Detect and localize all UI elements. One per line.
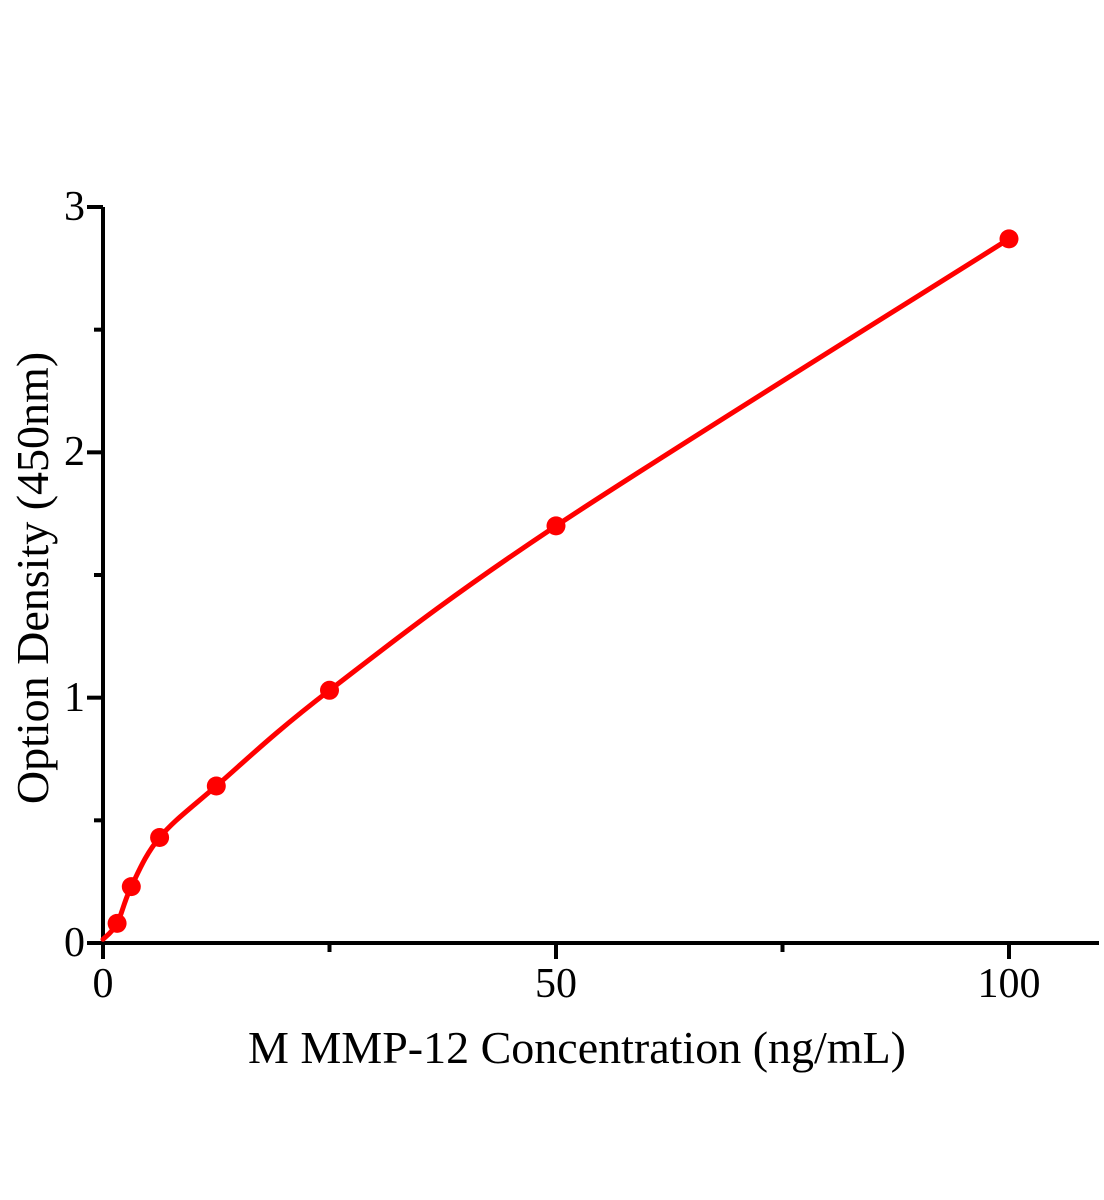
data-point-marker — [121, 877, 141, 897]
ticks-group — [87, 205, 1011, 959]
data-point-marker — [320, 680, 339, 700]
y-tick-label: 1 — [64, 675, 85, 721]
x-axis-title: M MMP-12 Concentration (ng/mL) — [248, 1022, 906, 1073]
axes-group — [101, 207, 1099, 945]
curve-group — [100, 236, 1012, 942]
data-point-marker — [150, 828, 170, 847]
x-tick-label: 100 — [977, 961, 1041, 1007]
y-axis-title: Option Density (450nm) — [7, 351, 58, 805]
data-point-marker — [107, 913, 127, 933]
x-tick-label: 50 — [535, 961, 577, 1007]
data-point-marker — [546, 516, 566, 536]
y-tick-label: 3 — [64, 184, 85, 230]
data-point-marker — [206, 776, 226, 796]
markers-group — [107, 229, 1019, 933]
y-tick-label: 0 — [64, 920, 85, 966]
standard-curve-line — [100, 236, 1012, 942]
data-point-marker — [999, 229, 1019, 249]
x-tick-label: 0 — [92, 961, 114, 1007]
y-tick-label: 2 — [64, 429, 85, 475]
